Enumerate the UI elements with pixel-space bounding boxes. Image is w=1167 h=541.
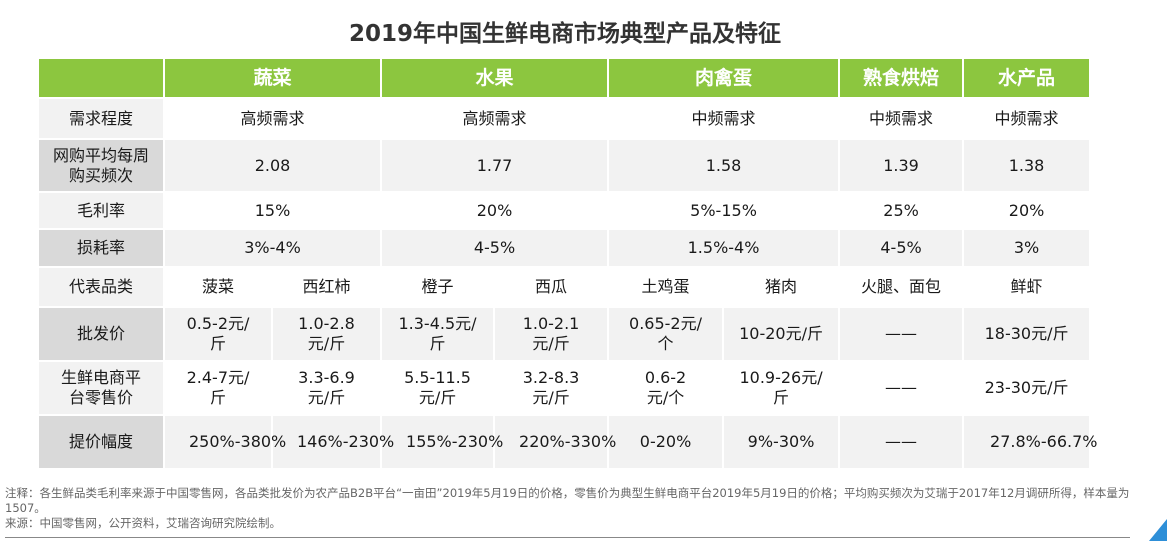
header-row: 蔬菜 水果 肉禽蛋 熟食烘焙 水产品 (37, 57, 1092, 99)
table-cell: 3% (962, 228, 1092, 268)
product-features-table: 蔬菜 水果 肉禽蛋 熟食烘焙 水产品 需求程度 高频需求 高频需求 中频需求 中… (37, 57, 1097, 470)
table-cell: 4-5% (380, 228, 610, 268)
table-row: 生鲜电商平台零售价 2.4-7元/斤 3.3-6.9元/斤 5.5-11.5元/… (37, 360, 1092, 416)
note-text: 注释：各生鲜品类毛利率来源于中国零售网，各品类批发价为农产品B2B平台“一亩田”… (5, 486, 1130, 515)
corner-decoration (1149, 519, 1167, 541)
table-cell: 火腿、面包 (838, 266, 965, 308)
table-cell: 220%-330% (493, 414, 616, 470)
table-cell: 20% (962, 191, 1092, 230)
table-cell: —— (838, 414, 965, 470)
table-row: 批发价 0.5-2元/斤 1.0-2.8元/斤 1.3-4.5元/斤 1.0-2… (37, 306, 1092, 362)
source-text: 来源：中国零售网，公开资料，艾瑞咨询研究院绘制。 (5, 516, 281, 530)
table-cell: 1.58 (607, 138, 841, 193)
table-cell: 中频需求 (962, 97, 1092, 140)
table-cell: 0.65-2元/个 (607, 306, 725, 362)
table-cell: 146%-230% (270, 414, 394, 470)
table-cell: 27.8%-66.7% (962, 414, 1097, 470)
table-cell: 高频需求 (380, 97, 610, 140)
table-cell: 西瓜 (493, 266, 610, 308)
table-cell: 0.5-2元/斤 (163, 306, 273, 362)
table-row: 代表品类 菠菜 西红柿 橙子 西瓜 土鸡蛋 猪肉 火腿、面包 鲜虾 (37, 266, 1092, 308)
table-cell: 0-20% (607, 414, 725, 470)
row-label: 代表品类 (37, 266, 165, 308)
table-cell: 高频需求 (162, 97, 383, 140)
table-cell: 鲜虾 (962, 266, 1092, 308)
table-row: 损耗率 3%-4% 4-5% 1.5%-4% 4-5% 3% (37, 228, 1092, 268)
header-fruits: 水果 (380, 57, 610, 99)
row-label: 需求程度 (37, 97, 165, 140)
table-cell: 1.5%-4% (607, 228, 841, 268)
table-cell: 250%-380% (163, 414, 286, 470)
header-aquatic: 水产品 (962, 57, 1092, 99)
table-cell: 2.4-7元/斤 (163, 360, 273, 416)
table-cell: 菠菜 (163, 266, 273, 308)
table-cell: 1.38 (962, 138, 1092, 193)
row-label: 毛利率 (37, 191, 165, 230)
header-vegetables: 蔬菜 (162, 57, 383, 99)
header-corner (37, 57, 165, 99)
table-cell: 中频需求 (838, 97, 965, 140)
table-cell: 1.39 (838, 138, 965, 193)
table-cell: 4-5% (838, 228, 965, 268)
table-cell: 橙子 (380, 266, 496, 308)
table-cell: 猪肉 (722, 266, 841, 308)
row-label: 损耗率 (37, 228, 165, 268)
row-label: 网购平均每周购买频次 (37, 138, 165, 193)
table-cell: 1.0-2.1元/斤 (493, 306, 610, 362)
table-cell: 23-30元/斤 (962, 360, 1092, 416)
table-cell: 西红柿 (270, 266, 383, 308)
table-cell: —— (838, 360, 965, 416)
header-deli-bakery: 熟食烘焙 (838, 57, 965, 99)
table-cell: 0.6-2元/个 (607, 360, 725, 416)
table-cell: —— (838, 306, 965, 362)
table-cell: 2.08 (162, 138, 383, 193)
table-cell: 1.0-2.8元/斤 (270, 306, 383, 362)
table-cell: 5%-15% (607, 191, 841, 230)
table-cell: 5.5-11.5元/斤 (380, 360, 496, 416)
row-label: 批发价 (37, 306, 165, 362)
table-cell: 15% (162, 191, 383, 230)
table-cell: 25% (838, 191, 965, 230)
footer-divider (5, 537, 1130, 538)
table-cell: 10.9-26元/斤 (722, 360, 841, 416)
table-cell: 18-30元/斤 (962, 306, 1092, 362)
table-cell: 1.3-4.5元/斤 (380, 306, 496, 362)
table-cell: 中频需求 (607, 97, 841, 140)
header-meat-poultry-eggs: 肉禽蛋 (607, 57, 841, 99)
table-cell: 9%-30% (722, 414, 841, 470)
table-cell: 3.3-6.9元/斤 (270, 360, 383, 416)
table-cell: 1.77 (380, 138, 610, 193)
table-row: 毛利率 15% 20% 5%-15% 25% 20% (37, 191, 1092, 230)
footnotes: 注释：各生鲜品类毛利率来源于中国零售网，各品类批发价为农产品B2B平台“一亩田”… (5, 486, 1135, 531)
table-row: 提价幅度 250%-380% 146%-230% 155%-230% 220%-… (37, 414, 1097, 470)
table-cell: 10-20元/斤 (722, 306, 841, 362)
table-cell: 土鸡蛋 (607, 266, 725, 308)
table-row: 需求程度 高频需求 高频需求 中频需求 中频需求 中频需求 (37, 97, 1092, 140)
table-cell: 20% (380, 191, 610, 230)
row-label: 生鲜电商平台零售价 (37, 360, 165, 416)
table-cell: 3.2-8.3元/斤 (493, 360, 610, 416)
table-cell: 155%-230% (380, 414, 503, 470)
row-label: 提价幅度 (37, 414, 165, 470)
table-cell: 3%-4% (162, 228, 383, 268)
page-title: 2019年中国生鲜电商市场典型产品及特征 (348, 21, 781, 47)
table-row: 网购平均每周购买频次 2.08 1.77 1.58 1.39 1.38 (37, 138, 1092, 193)
